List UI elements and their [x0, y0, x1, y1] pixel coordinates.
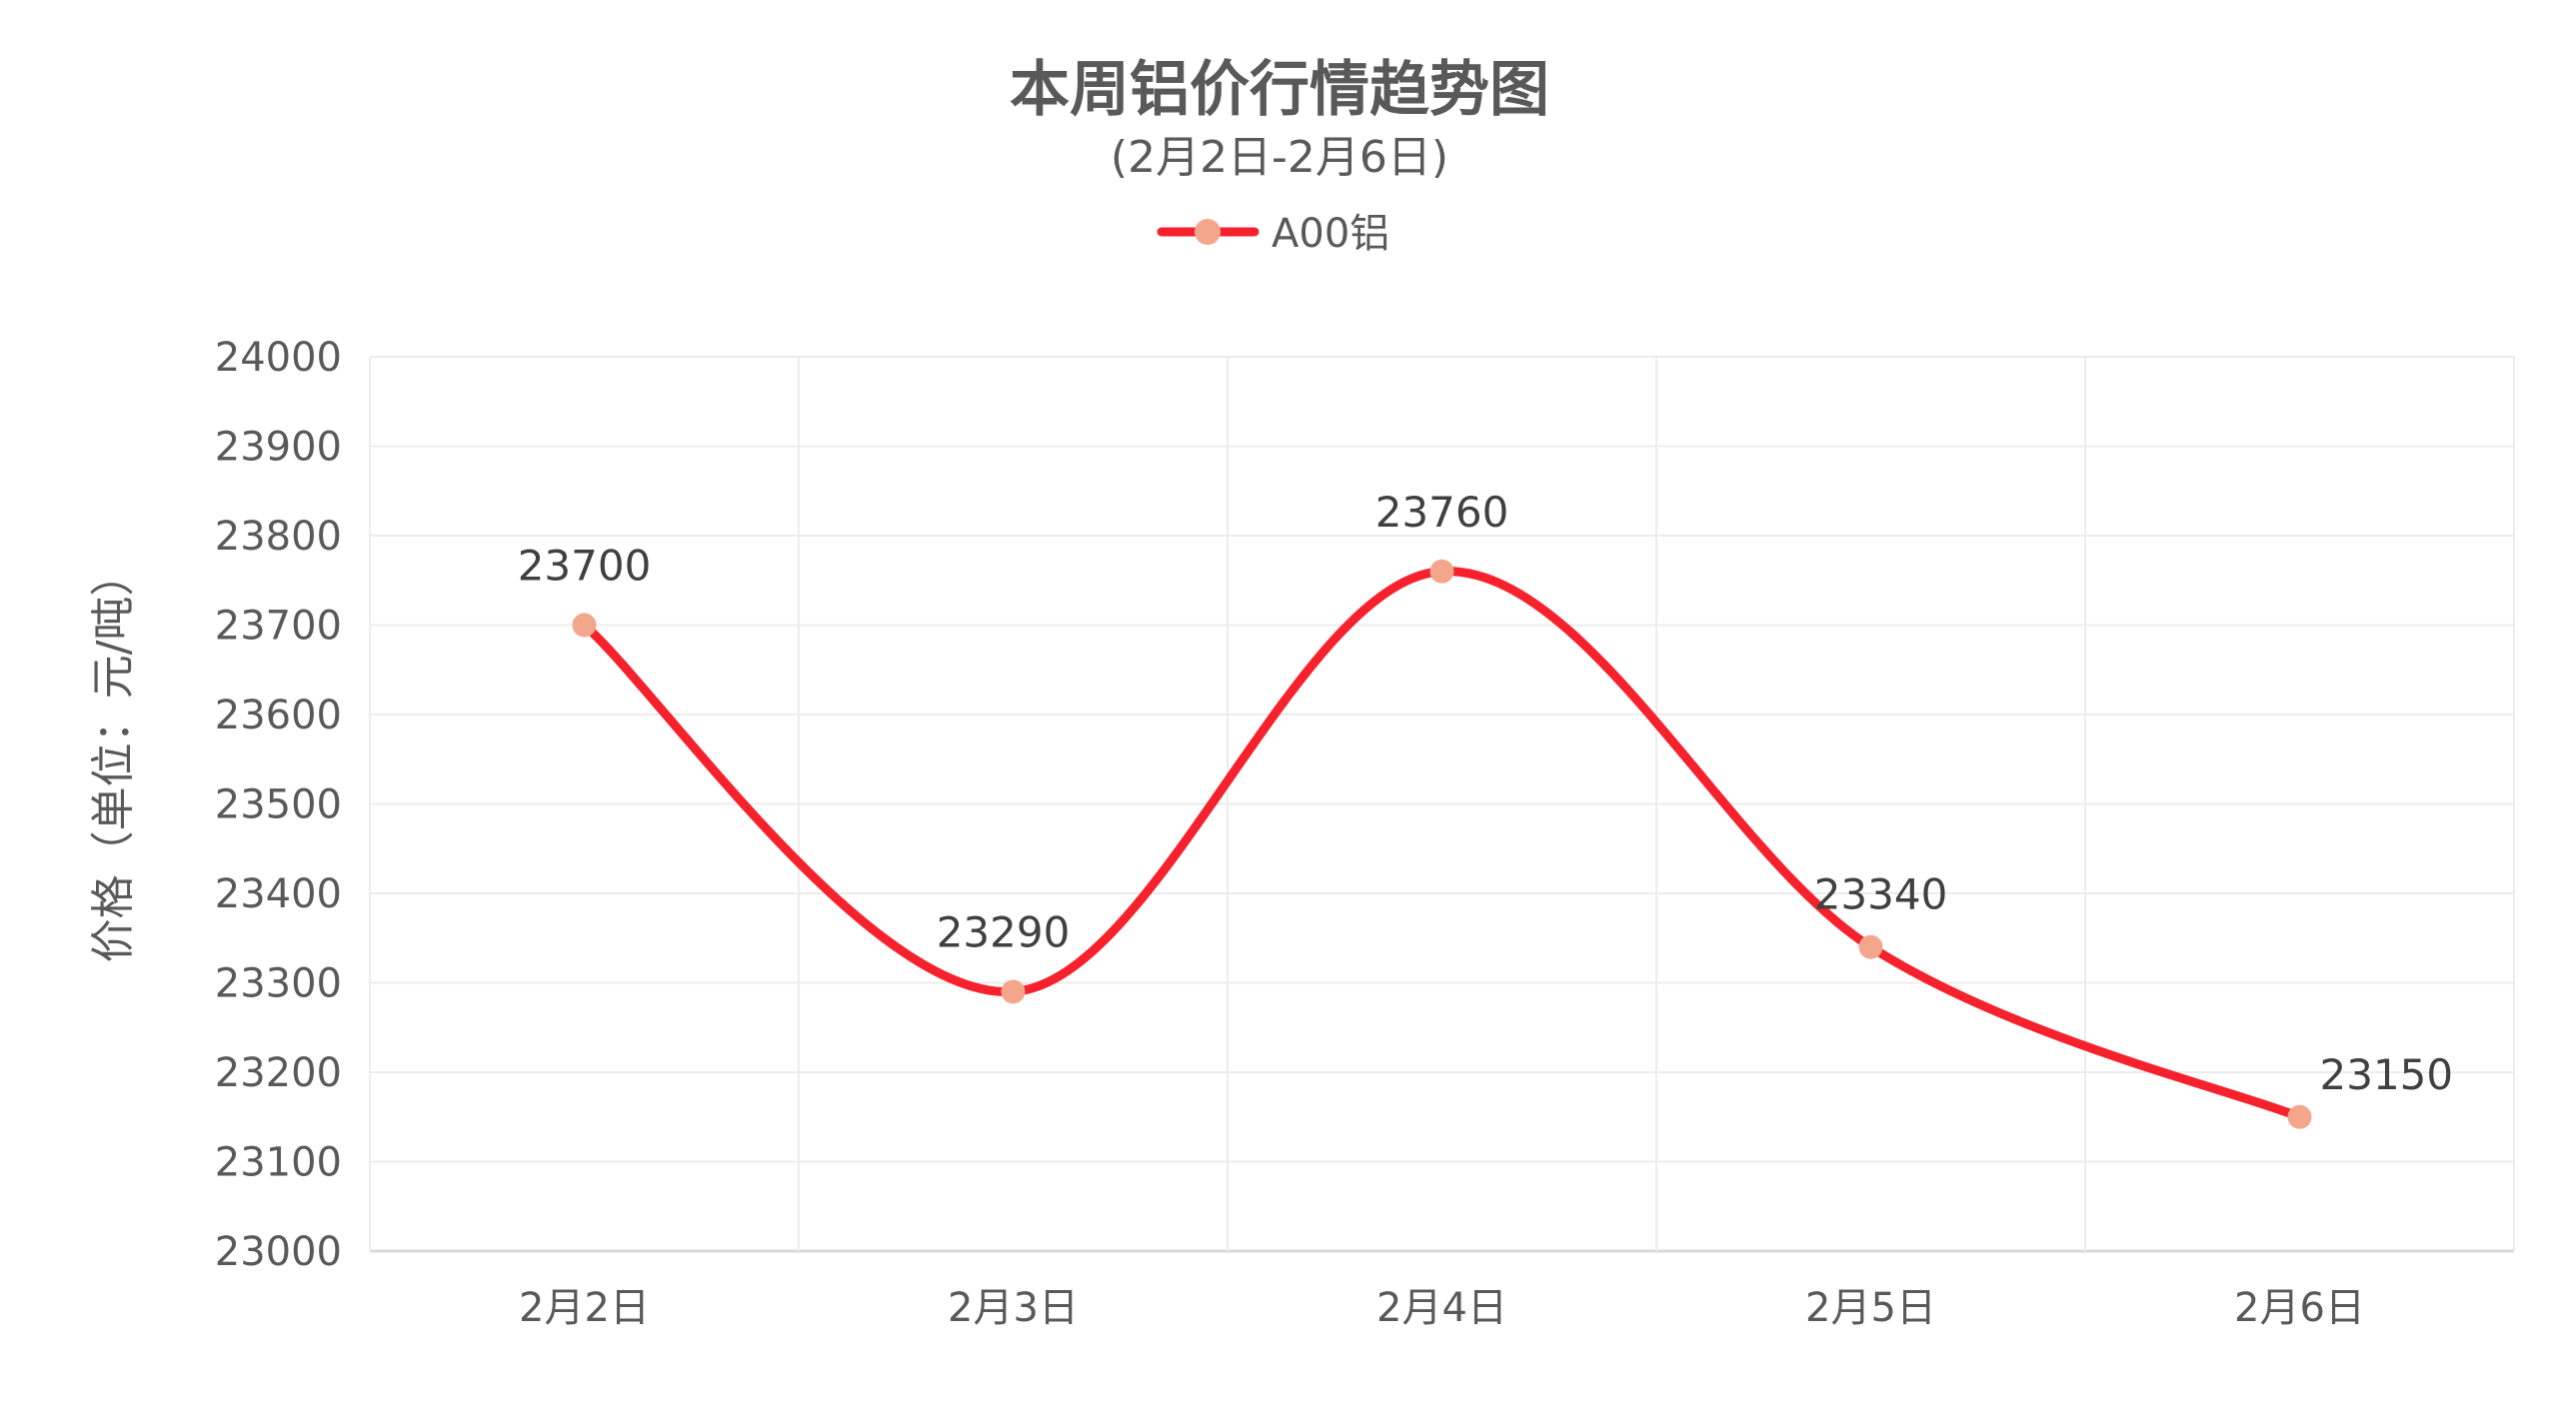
x-tick-label: 2月2日 [519, 1285, 650, 1331]
y-tick-label: 23900 [215, 425, 342, 471]
y-tick-label: 23000 [215, 1229, 342, 1275]
x-tick-label: 2月3日 [948, 1285, 1079, 1331]
y-tick-label: 23500 [215, 782, 342, 828]
data-label: 23290 [937, 907, 1071, 956]
data-point-marker [2287, 1104, 2312, 1129]
x-tick-label: 2月4日 [1376, 1285, 1507, 1331]
y-tick-label: 23400 [215, 871, 342, 917]
y-tick-label: 24000 [215, 335, 342, 381]
data-label: 23760 [1375, 488, 1509, 537]
x-axis-ticks: 2月2日 2月3日 2月4日 2月5日 2月6日 [519, 1285, 2365, 1331]
data-point-marker [1429, 559, 1454, 584]
y-axis-ticks: 23000 23100 23200 23300 23400 23500 23600 23700… [215, 335, 342, 1275]
y-tick-label: 23200 [215, 1050, 342, 1096]
y-tick-label: 23800 [215, 514, 342, 560]
x-tick-label: 2月6日 [2234, 1285, 2365, 1331]
series-line [580, 567, 2304, 1122]
chart-title: 本周铝价行情趋势图 [1010, 55, 1549, 125]
chart-subtitle: (2月2日-2月6日) [1111, 132, 1448, 183]
y-axis-title: 价格（单位：元/吨） [88, 553, 139, 963]
data-labels: 23700 23290 23760 23340 23150 [518, 488, 2453, 1099]
series-layer [572, 559, 2312, 1129]
y-tick-label: 23600 [215, 693, 342, 738]
legend-marker-swatch [1195, 219, 1221, 245]
data-point-marker [1001, 979, 1026, 1004]
data-point-marker [1858, 934, 1883, 959]
y-tick-label: 23100 [215, 1140, 342, 1186]
data-point-marker [572, 613, 597, 638]
data-label: 23340 [1814, 870, 1948, 919]
data-label: 23150 [2320, 1050, 2454, 1099]
data-label: 23700 [518, 542, 652, 591]
y-tick-label: 23700 [215, 604, 342, 650]
legend: A00铝 [1157, 211, 1389, 257]
x-tick-label: 2月5日 [1805, 1285, 1936, 1331]
legend-label: A00铝 [1272, 211, 1389, 257]
y-tick-label: 23300 [215, 961, 342, 1007]
gridlines [369, 356, 2515, 1253]
